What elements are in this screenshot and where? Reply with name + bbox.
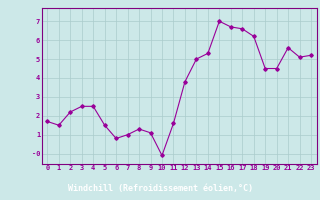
Text: Windchill (Refroidissement éolien,°C): Windchill (Refroidissement éolien,°C) — [68, 184, 252, 194]
